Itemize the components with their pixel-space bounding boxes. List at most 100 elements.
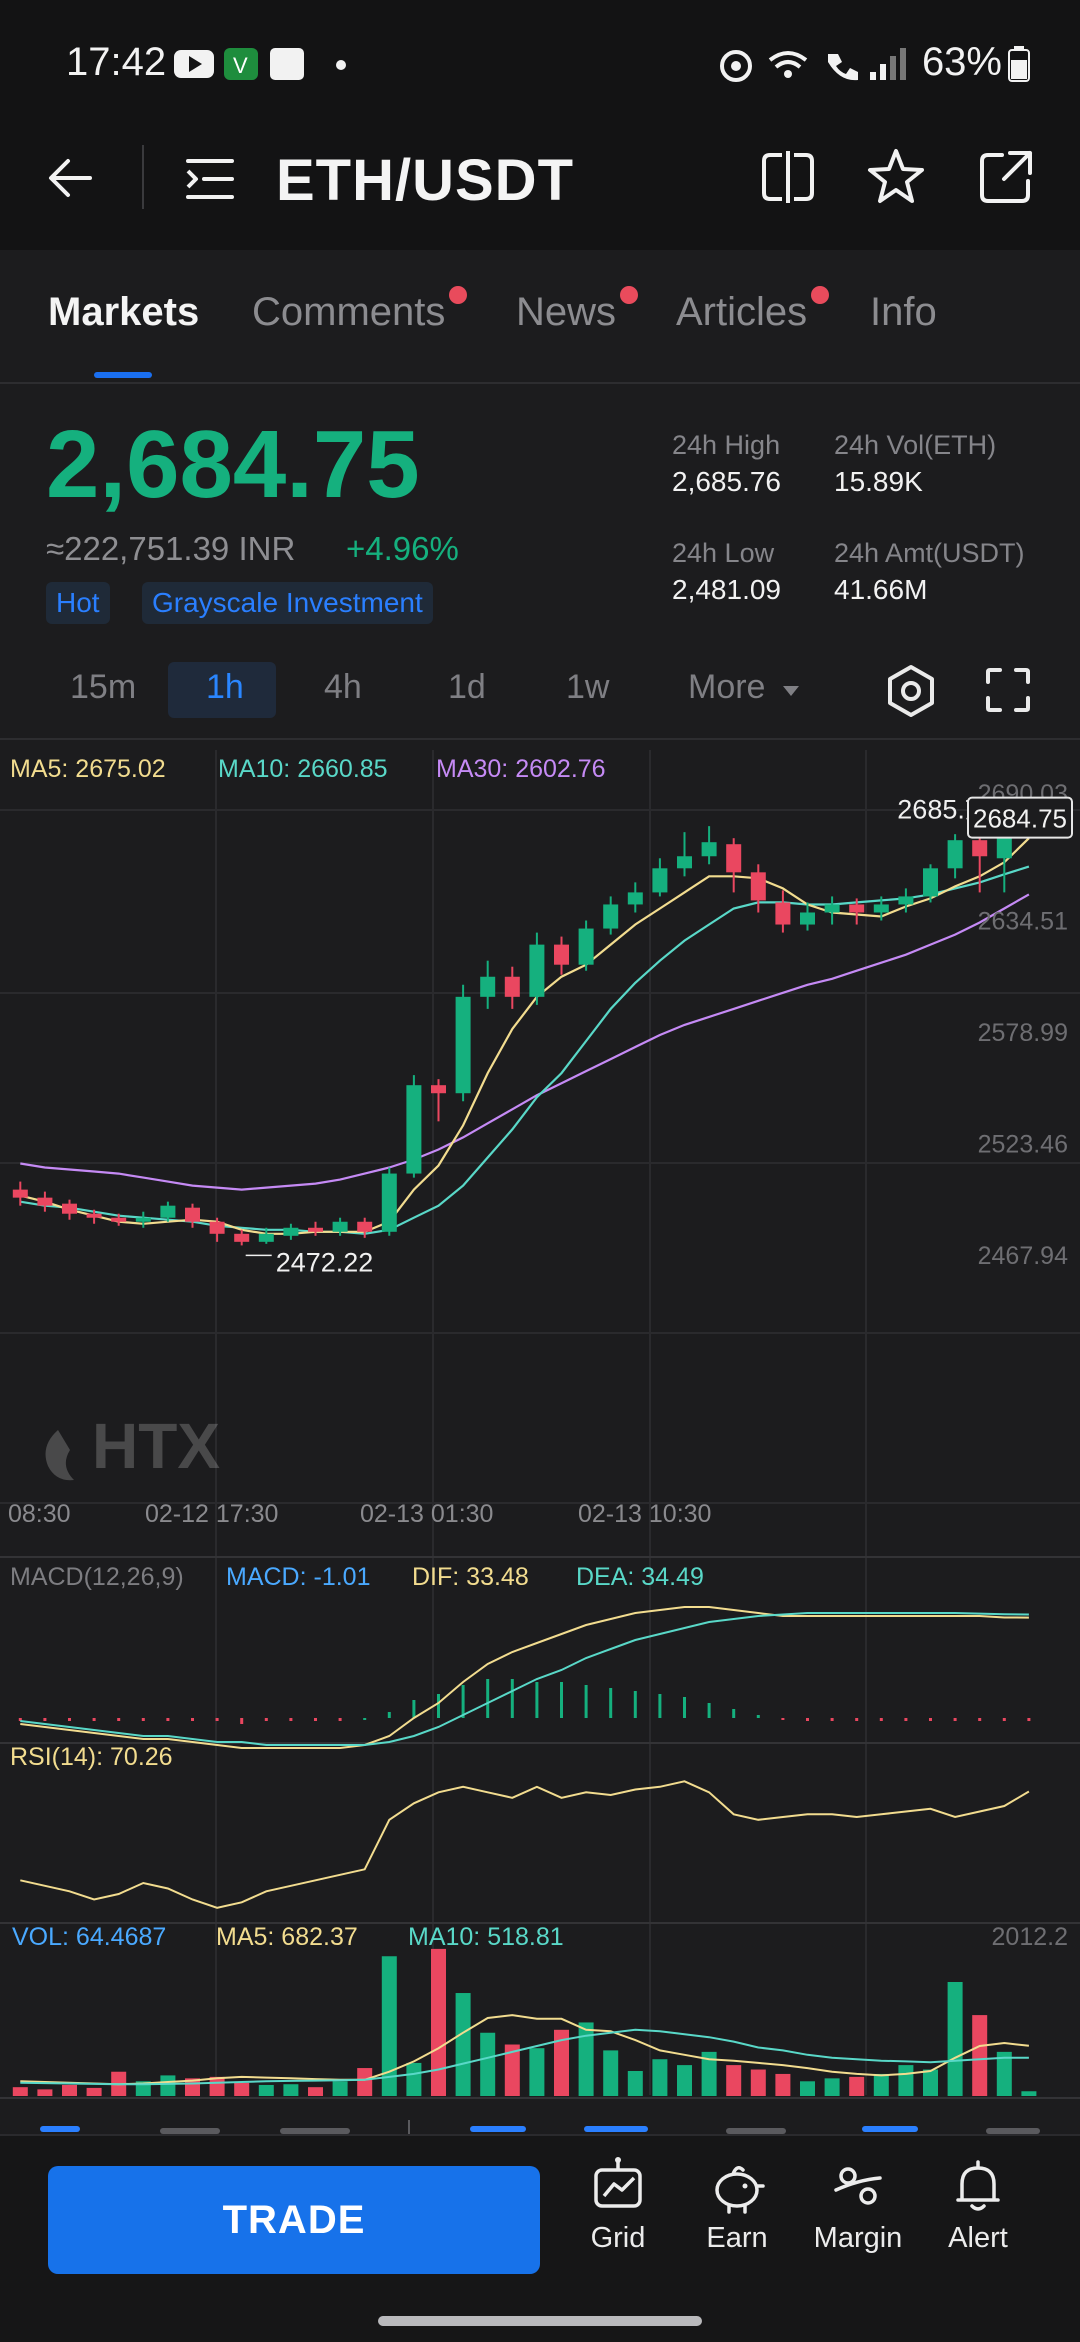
tag-grayscale[interactable]: Grayscale Investment bbox=[142, 582, 433, 624]
tab-news[interactable]: News bbox=[516, 286, 639, 335]
macd-histogram-bar bbox=[855, 1718, 859, 1721]
chart-top-border bbox=[0, 738, 1080, 740]
interval-4h[interactable]: 4h bbox=[324, 668, 362, 706]
candle bbox=[332, 1217, 348, 1236]
alert-label: Alert bbox=[948, 2222, 1008, 2254]
low-marker-label: 2472.22 bbox=[276, 1247, 374, 1277]
unread-dot bbox=[620, 286, 639, 304]
bottom-action-bar: TRADE Grid Earn Margin Alert bbox=[0, 2134, 1080, 2342]
volume-bar bbox=[406, 2062, 422, 2096]
high-value: 2,685.76 bbox=[672, 466, 781, 497]
volume-bar bbox=[160, 2075, 176, 2096]
candle-body bbox=[898, 896, 914, 905]
candle-body bbox=[849, 904, 865, 913]
candle bbox=[947, 834, 963, 879]
dif-value: DIF: 33.48 bbox=[412, 1563, 529, 1591]
vol-ma10-line bbox=[20, 2028, 1029, 2086]
bell-icon bbox=[956, 2160, 1000, 2211]
interval-1w[interactable]: 1w bbox=[566, 668, 610, 706]
earn-button[interactable]: Earn bbox=[682, 2156, 792, 2255]
macd-histogram-bar bbox=[264, 1718, 268, 1721]
macd-histogram-bar bbox=[68, 1718, 71, 1721]
volume-bar bbox=[873, 2073, 889, 2096]
alert-button[interactable]: Alert bbox=[923, 2156, 1033, 2255]
tab-comments-label: Comments bbox=[252, 290, 446, 334]
interval-more-label: More bbox=[688, 668, 766, 706]
macd-histogram-bar bbox=[756, 1715, 760, 1718]
volume-bar bbox=[824, 2078, 840, 2096]
candle bbox=[480, 960, 496, 1009]
favorite-star-icon[interactable] bbox=[866, 147, 926, 207]
candle-body bbox=[480, 976, 496, 997]
rsi-label: RSI(14): 70.26 bbox=[10, 1743, 173, 1771]
tab-markets[interactable]: Markets bbox=[48, 290, 199, 335]
status-time: 17:42 bbox=[66, 40, 167, 84]
candle-body bbox=[381, 1173, 397, 1232]
macd-histogram-bar bbox=[584, 1685, 588, 1718]
ma10-legend: MA10: 2660.85 bbox=[218, 755, 388, 783]
volume-bar bbox=[554, 2029, 569, 2096]
fullscreen-icon[interactable] bbox=[986, 668, 1030, 712]
ma10-line bbox=[20, 865, 1030, 1235]
candle bbox=[554, 936, 569, 975]
home-indicator[interactable] bbox=[378, 2316, 702, 2326]
tab-articles[interactable]: Articles bbox=[676, 286, 830, 335]
margin-button[interactable]: Margin bbox=[803, 2156, 913, 2255]
interval-more[interactable]: More bbox=[688, 668, 801, 707]
candle bbox=[578, 920, 594, 971]
header-divider bbox=[142, 145, 144, 209]
indicator-settings-icon[interactable] bbox=[886, 664, 936, 718]
interval-1h[interactable]: 1h bbox=[206, 668, 244, 706]
back-arrow-icon[interactable] bbox=[44, 151, 98, 205]
trade-button[interactable]: TRADE bbox=[48, 2166, 540, 2274]
candle bbox=[12, 1181, 28, 1206]
time-tick-label: 08:30 bbox=[8, 1500, 71, 1528]
candle bbox=[185, 1203, 200, 1228]
candle-body bbox=[12, 1189, 28, 1198]
macd-histogram-bar bbox=[215, 1718, 219, 1721]
kline-chart[interactable]: HTX 2690.032634.512578.992523.462467.94 … bbox=[0, 740, 1080, 2120]
battery-icon bbox=[1008, 46, 1030, 82]
time-tick-label: 02-13 10:30 bbox=[578, 1500, 711, 1528]
ma30-legend: MA30: 2602.76 bbox=[436, 755, 606, 783]
percent-icon bbox=[834, 2167, 882, 2205]
grid-button[interactable]: Grid bbox=[563, 2156, 673, 2255]
candle-body bbox=[775, 902, 791, 925]
volume-bar bbox=[750, 2069, 766, 2096]
volume-bar bbox=[37, 2089, 53, 2096]
indicator-tab-strip[interactable] bbox=[0, 2118, 1080, 2134]
candle bbox=[677, 832, 692, 877]
candle-body bbox=[283, 1227, 299, 1236]
pair-list-icon[interactable] bbox=[184, 157, 236, 201]
margin-label: Margin bbox=[813, 2222, 903, 2254]
notification-icons: V bbox=[174, 48, 304, 80]
share-icon[interactable] bbox=[978, 149, 1034, 205]
candle bbox=[86, 1209, 102, 1224]
macd-histogram-bar bbox=[92, 1718, 96, 1721]
compare-icon[interactable] bbox=[760, 149, 816, 205]
candle-body bbox=[603, 904, 619, 929]
top-app-bar: ETH/USDT bbox=[0, 125, 1080, 250]
candle bbox=[504, 966, 520, 1009]
candle-body bbox=[504, 976, 520, 997]
status-bar: 17:42 V 63% bbox=[0, 0, 1080, 125]
tab-comments[interactable]: Comments bbox=[252, 286, 468, 335]
volume-bar bbox=[480, 2032, 496, 2096]
macd-histogram-bar bbox=[1027, 1718, 1031, 1722]
interval-15m[interactable]: 15m bbox=[70, 668, 137, 706]
candle-body bbox=[824, 904, 840, 913]
amt-value: 41.66M bbox=[834, 574, 928, 605]
interval-1d[interactable]: 1d bbox=[448, 668, 486, 706]
tab-info[interactable]: Info bbox=[870, 290, 937, 335]
pair-title[interactable]: ETH/USDT bbox=[276, 148, 574, 213]
candle bbox=[824, 896, 840, 925]
macd-histogram-bar bbox=[953, 1718, 957, 1721]
tab-markets-label: Markets bbox=[48, 290, 200, 334]
volume-bar bbox=[603, 2050, 619, 2096]
candle-body bbox=[677, 856, 692, 869]
tag-hot[interactable]: Hot bbox=[46, 582, 110, 624]
vol-label: 24h Vol(ETH) bbox=[834, 430, 997, 460]
candle-body bbox=[258, 1233, 274, 1242]
macd-histogram-bar bbox=[904, 1718, 908, 1721]
